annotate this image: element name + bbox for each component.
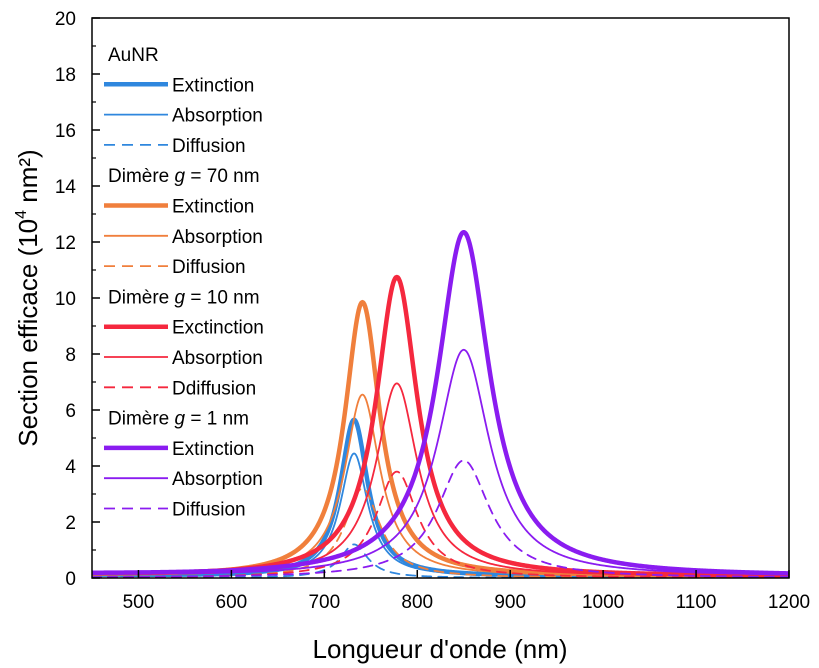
y-tick-label: 16 <box>55 121 76 142</box>
legend-group-title: Dimère g = 10 nm <box>108 287 260 308</box>
legend-entry-label: Absorption <box>172 227 263 248</box>
legend-group-title: Dimère g = 70 nm <box>108 166 260 187</box>
y-tick-label: 8 <box>65 345 76 366</box>
x-tick-label: 900 <box>494 592 526 613</box>
legend-entry-label: Extinction <box>172 439 254 460</box>
y-tick-label: 18 <box>55 65 76 86</box>
x-tick-label: 1200 <box>768 592 810 613</box>
legend-group-title: Dimère g = 1 nm <box>108 409 249 430</box>
x-tick-label: 600 <box>216 592 248 613</box>
legend-group-title-part: g <box>175 409 186 430</box>
y-axis-title-exponent: 4 <box>13 210 30 219</box>
legend-group-title: AuNR <box>108 45 159 66</box>
x-tick-label: 1000 <box>582 592 624 613</box>
legend-group-title-part: Dimère <box>108 409 175 430</box>
legend-entry-label: Absorption <box>172 348 263 369</box>
y-axis-title-main: Section efficace (10 <box>13 219 43 447</box>
axes-layer: 500 600 700 800 900 1000 1100 1200 0 2 4 6 8 10 12 14 16… <box>55 9 810 613</box>
x-tick-label: 1100 <box>676 592 717 613</box>
legend-group-title-part: = 10 nm <box>185 287 259 308</box>
y-axis-title-unit: nm²) <box>13 149 43 210</box>
legend-group-title-part: Dimère <box>108 166 175 187</box>
legend-entry-label: Extinction <box>172 75 254 96</box>
series-line-3-absorption <box>92 348 789 576</box>
legend-group-title-part: Dimère <box>108 287 175 308</box>
legend-entry-label: Absorption <box>172 106 263 127</box>
legend-entry-label: Absorption <box>172 469 263 490</box>
y-tick-label: 10 <box>55 289 76 310</box>
x-axis-title: Longueur d'onde (nm) <box>312 634 567 664</box>
y-axis-title: Section efficace (104 nm²) <box>13 149 43 446</box>
legend-entry-label: Diffusion <box>172 136 246 157</box>
y-tick-label: 0 <box>65 569 76 590</box>
y-tick-label: 2 <box>65 513 76 534</box>
legend-entry-label: Diffusion <box>172 500 246 521</box>
series-line-3-extinction <box>92 229 789 576</box>
legend-group-title-part: = 1 nm <box>185 409 249 430</box>
legend-group-title-part: = 70 nm <box>185 166 259 187</box>
y-tick-label: 12 <box>55 233 76 254</box>
x-tick-label: 500 <box>123 592 155 613</box>
legend-entry-label: Extinction <box>172 197 254 218</box>
legend-entry-label: Ddiffusion <box>172 378 256 399</box>
y-tick-label: 6 <box>65 401 76 422</box>
legend-group-title-part: g <box>175 166 186 187</box>
y-tick-label: 20 <box>55 9 76 30</box>
x-tick-label: 800 <box>401 592 433 613</box>
legend-entry-label: Diffusion <box>172 257 246 278</box>
legend-group-title-part: g <box>175 287 186 308</box>
y-tick-label: 4 <box>65 457 76 478</box>
legend-group-title-part: AuNR <box>108 45 159 66</box>
series-line-3-diffusion <box>92 459 789 578</box>
legend-entry-label: Exctinction <box>172 318 264 339</box>
y-tick-label: 14 <box>55 177 77 198</box>
legend: AuNR Extinction Absorption Diffusion Dimère … <box>104 45 264 521</box>
series-layer <box>92 229 789 578</box>
x-tick-label: 700 <box>308 592 340 613</box>
